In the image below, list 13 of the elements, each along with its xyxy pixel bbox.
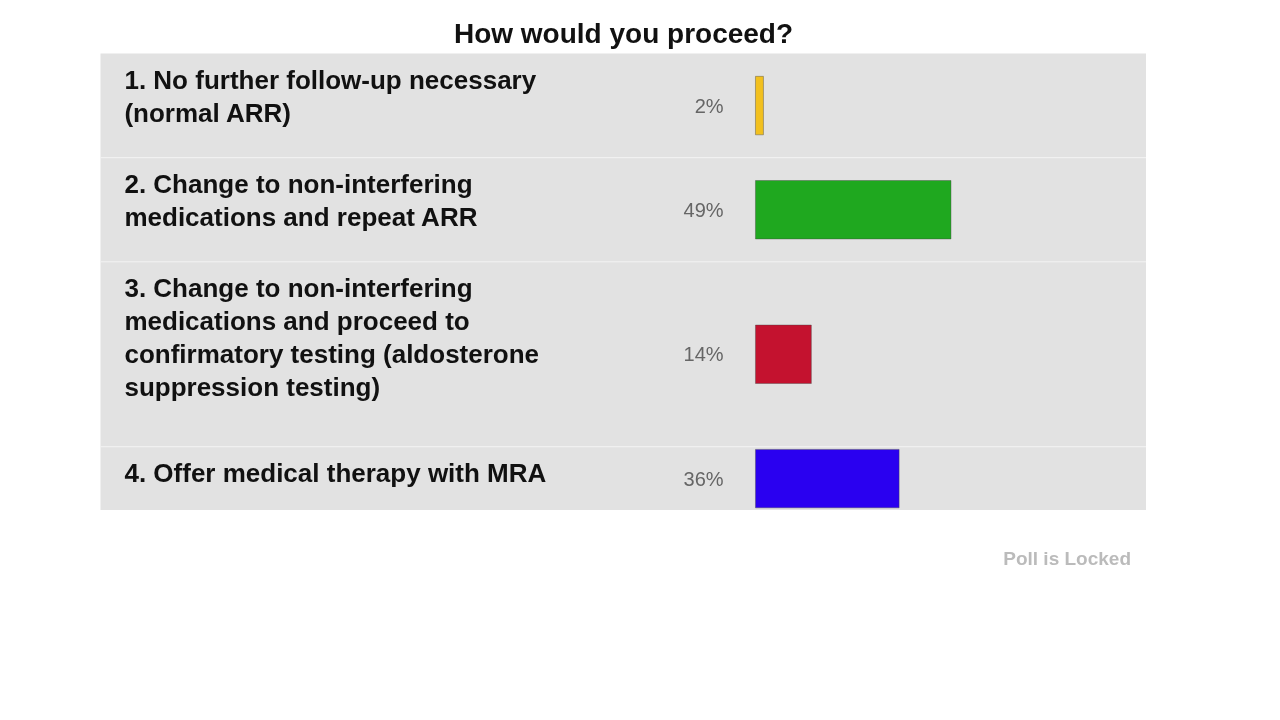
data-label: 49% xyxy=(683,198,724,221)
bar xyxy=(754,448,900,509)
data-label: 2% xyxy=(694,94,724,117)
bar xyxy=(754,324,812,384)
chart-title: How would you proceed? xyxy=(453,17,794,49)
y-tick-label: 1. No further follow-up necessary (normal ARR) xyxy=(124,65,537,129)
y-tick-label: 2. Change to non-interfering medications and repeat ARR xyxy=(124,169,478,233)
data-label: 14% xyxy=(683,343,724,366)
text: Poll is Locked xyxy=(1003,547,1131,571)
data-label: 36% xyxy=(683,467,724,490)
bar xyxy=(754,75,764,136)
y-tick-label: 3. Change to non-interfering medications and proceed to confirmatory testing (aldosterone suppression testing) xyxy=(124,273,540,403)
y-tick-label: 4. Offer medical therapy with MRA xyxy=(124,458,547,489)
